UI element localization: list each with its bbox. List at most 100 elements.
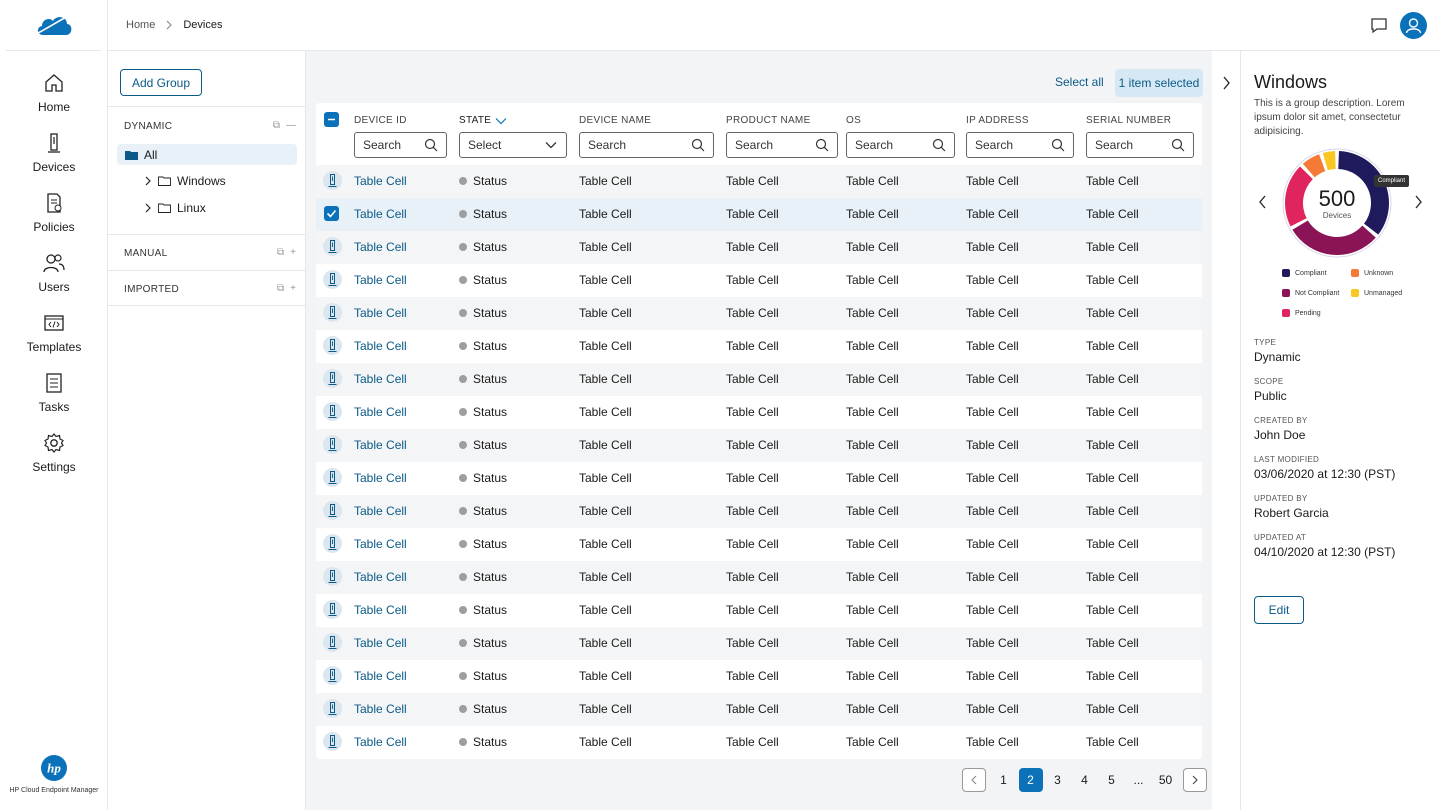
breadcrumb-home[interactable]: Home — [126, 19, 156, 31]
table-row[interactable]: Table Cell Status Table Cell Table Cell Tabl… — [316, 660, 1202, 693]
imported-section[interactable]: IMPORTED ⧉ + — [108, 270, 306, 306]
chevron-right-icon[interactable] — [1413, 195, 1423, 209]
device-id-link[interactable]: Table Cell — [354, 504, 407, 518]
device-row-icon[interactable] — [323, 468, 342, 487]
row-checkbox[interactable] — [324, 206, 339, 221]
page-number[interactable]: 4 — [1081, 773, 1088, 787]
nav-item-tasks[interactable]: Tasks — [0, 372, 108, 432]
page-number[interactable]: 50 — [1158, 773, 1173, 787]
device-row-icon[interactable] — [323, 732, 342, 751]
column-header[interactable]: STATE — [459, 115, 507, 126]
device-id-link[interactable]: Table Cell — [354, 702, 407, 716]
page-number[interactable]: 1 — [1000, 773, 1007, 787]
table-row[interactable]: Table Cell Status Table Cell Table Cell Tabl… — [316, 561, 1202, 594]
tree-item-all[interactable]: All — [117, 144, 297, 165]
device-row-icon[interactable] — [323, 270, 342, 289]
table-row[interactable]: Table Cell Status Table Cell Table Cell Tabl… — [316, 363, 1202, 396]
device-id-link[interactable]: Table Cell — [354, 669, 407, 683]
donut-slice-unknown[interactable] — [1302, 154, 1326, 178]
donut-slice-unmanaged[interactable] — [1322, 151, 1336, 171]
table-row[interactable]: Table Cell Status Table Cell Table Cell Tabl… — [316, 396, 1202, 429]
column-header[interactable]: SERIAL NUMBER — [1086, 115, 1172, 126]
device-id-link[interactable]: Table Cell — [354, 471, 407, 485]
table-row[interactable]: Table Cell Status Table Cell Table Cell Tabl… — [316, 429, 1202, 462]
column-header[interactable]: DEVICE NAME — [579, 115, 652, 126]
table-row[interactable]: Table Cell Status Table Cell Table Cell Tabl… — [316, 330, 1202, 363]
page-number[interactable]: 5 — [1108, 773, 1115, 787]
column-header[interactable]: DEVICE ID — [354, 115, 407, 126]
device-row-icon[interactable] — [323, 237, 342, 256]
device-row-icon[interactable] — [323, 303, 342, 322]
add-group-button[interactable]: Add Group — [120, 69, 202, 96]
device-id-link[interactable]: Table Cell — [354, 372, 407, 386]
collapse-icon[interactable]: — — [286, 120, 296, 131]
table-row[interactable]: Table Cell Status Table Cell Table Cell Tabl… — [316, 495, 1202, 528]
device-row-icon[interactable] — [323, 501, 342, 520]
device-row-icon[interactable] — [323, 171, 342, 190]
device-id-link[interactable]: Table Cell — [354, 636, 407, 650]
device-row-icon[interactable] — [323, 369, 342, 388]
device-id-link[interactable]: Table Cell — [354, 438, 407, 452]
column-search-input[interactable]: Search — [579, 132, 714, 158]
tree-item-linux[interactable]: Linux — [144, 201, 206, 215]
column-search-input[interactable]: Search — [1086, 132, 1194, 158]
device-id-link[interactable]: Table Cell — [354, 603, 407, 617]
device-id-link[interactable]: Table Cell — [354, 273, 407, 287]
external-link-icon[interactable]: ⧉ — [277, 247, 285, 258]
column-header[interactable]: IP ADDRESS — [966, 115, 1029, 126]
device-id-link[interactable]: Table Cell — [354, 207, 407, 221]
column-search-input[interactable]: Search — [726, 132, 838, 158]
table-row[interactable]: Table Cell Status Table Cell Table Cell Tabl… — [316, 528, 1202, 561]
donut-slice-compliant[interactable] — [1338, 151, 1389, 235]
device-id-link[interactable]: Table Cell — [354, 537, 407, 551]
device-row-icon[interactable] — [323, 336, 342, 355]
device-row-icon[interactable] — [323, 402, 342, 421]
column-header[interactable]: PRODUCT NAME — [726, 115, 811, 126]
device-row-icon[interactable] — [323, 633, 342, 652]
column-search-input[interactable]: Search — [846, 132, 955, 158]
device-id-link[interactable]: Table Cell — [354, 306, 407, 320]
nav-item-devices[interactable]: Devices — [0, 132, 108, 192]
cloud-logo-icon[interactable] — [34, 10, 74, 42]
table-row[interactable]: Table Cell Status Table Cell Table Cell Tabl… — [316, 693, 1202, 726]
donut-slice-pending[interactable] — [1284, 166, 1313, 227]
add-icon[interactable]: + — [290, 283, 296, 294]
table-row[interactable]: Table Cell Status Table Cell Table Cell Tabl… — [316, 165, 1202, 198]
external-link-icon[interactable]: ⧉ — [277, 283, 285, 294]
select-all-checkbox[interactable] — [324, 112, 339, 127]
column-search-input[interactable]: Search — [354, 132, 447, 158]
nav-item-templates[interactable]: Templates — [0, 312, 108, 372]
device-id-link[interactable]: Table Cell — [354, 240, 407, 254]
nav-item-policies[interactable]: Policies — [0, 192, 108, 252]
state-select[interactable]: Select — [459, 132, 567, 158]
table-row[interactable]: Table Cell Status Table Cell Table Cell Tabl… — [316, 462, 1202, 495]
device-row-icon[interactable] — [323, 699, 342, 718]
table-row[interactable]: Table Cell Status Table Cell Table Cell Tabl… — [316, 297, 1202, 330]
device-id-link[interactable]: Table Cell — [354, 174, 407, 188]
column-header[interactable]: OS — [846, 115, 862, 126]
avatar[interactable] — [1400, 12, 1427, 39]
table-row[interactable]: Table Cell Status Table Cell Table Cell Tabl… — [316, 594, 1202, 627]
sort-chevron-icon[interactable] — [495, 117, 507, 125]
chevron-right-icon[interactable] — [144, 203, 152, 213]
external-link-icon[interactable]: ⧉ — [272, 120, 280, 131]
column-search-input[interactable]: Search — [966, 132, 1074, 158]
table-row[interactable]: Table Cell Status Table Cell Table Cell Tabl… — [316, 726, 1202, 759]
add-icon[interactable]: + — [290, 247, 296, 258]
nav-item-users[interactable]: Users — [0, 252, 108, 312]
table-row[interactable]: Table Cell Status Table Cell Table Cell Tabl… — [316, 627, 1202, 660]
chevron-left-icon[interactable] — [1258, 195, 1268, 209]
select-all-link[interactable]: Select all — [1055, 75, 1104, 89]
manual-section[interactable]: MANUAL ⧉ + — [108, 234, 306, 270]
page-number[interactable]: 2 — [1018, 768, 1043, 792]
prev-page-button[interactable] — [962, 768, 986, 792]
device-id-link[interactable]: Table Cell — [354, 570, 407, 584]
device-row-icon[interactable] — [323, 534, 342, 553]
chevron-right-icon[interactable] — [1221, 76, 1231, 90]
edit-button[interactable]: Edit — [1254, 596, 1304, 624]
chevron-right-icon[interactable] — [144, 176, 152, 186]
table-row[interactable]: Table Cell Status Table Cell Table Cell Tabl… — [316, 231, 1202, 264]
device-id-link[interactable]: Table Cell — [354, 735, 407, 749]
chat-icon[interactable] — [1370, 16, 1388, 34]
device-id-link[interactable]: Table Cell — [354, 339, 407, 353]
